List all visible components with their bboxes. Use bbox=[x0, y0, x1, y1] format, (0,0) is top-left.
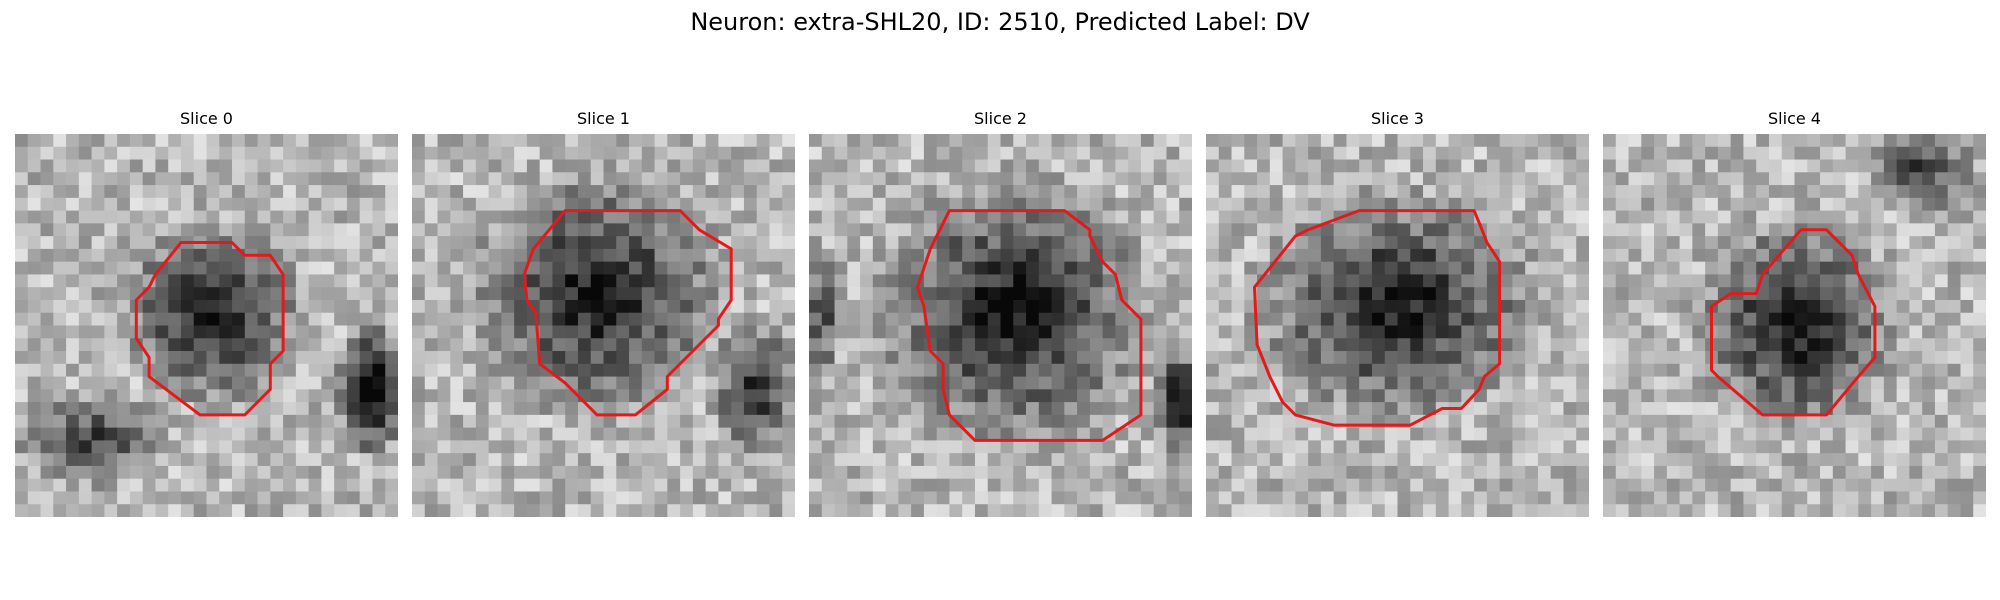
slice-panel-2: Slice 2 bbox=[809, 108, 1192, 517]
roi-contour bbox=[522, 209, 733, 417]
figure-title: Neuron: extra-SHL20, ID: 2510, Predicted… bbox=[690, 8, 1310, 36]
slice-title: Slice 4 bbox=[1768, 109, 1821, 128]
roi-contour bbox=[916, 209, 1143, 442]
image-pixels bbox=[15, 134, 398, 517]
image-pixels bbox=[809, 134, 1192, 517]
slice-image bbox=[1603, 134, 1986, 517]
slice-panel-4: Slice 4 bbox=[1603, 108, 1986, 517]
image-pixels bbox=[1603, 134, 1986, 517]
slice-panel-3: Slice 3 bbox=[1206, 108, 1589, 517]
slice-image bbox=[412, 134, 795, 517]
image-pixels bbox=[412, 134, 795, 517]
slice-title: Slice 2 bbox=[974, 109, 1027, 128]
slice-image bbox=[1206, 134, 1589, 517]
slice-panel-1: Slice 1 bbox=[412, 108, 795, 517]
slice-title: Slice 3 bbox=[1371, 109, 1424, 128]
slice-panel-0: Slice 0 bbox=[15, 108, 398, 517]
roi-contour bbox=[134, 241, 285, 417]
roi-contour bbox=[1710, 228, 1877, 417]
slice-image bbox=[15, 134, 398, 517]
slice-title: Slice 1 bbox=[577, 109, 630, 128]
slice-title: Slice 0 bbox=[180, 109, 233, 128]
image-pixels bbox=[1206, 134, 1589, 517]
slice-image bbox=[809, 134, 1192, 517]
roi-contour bbox=[1253, 209, 1502, 427]
